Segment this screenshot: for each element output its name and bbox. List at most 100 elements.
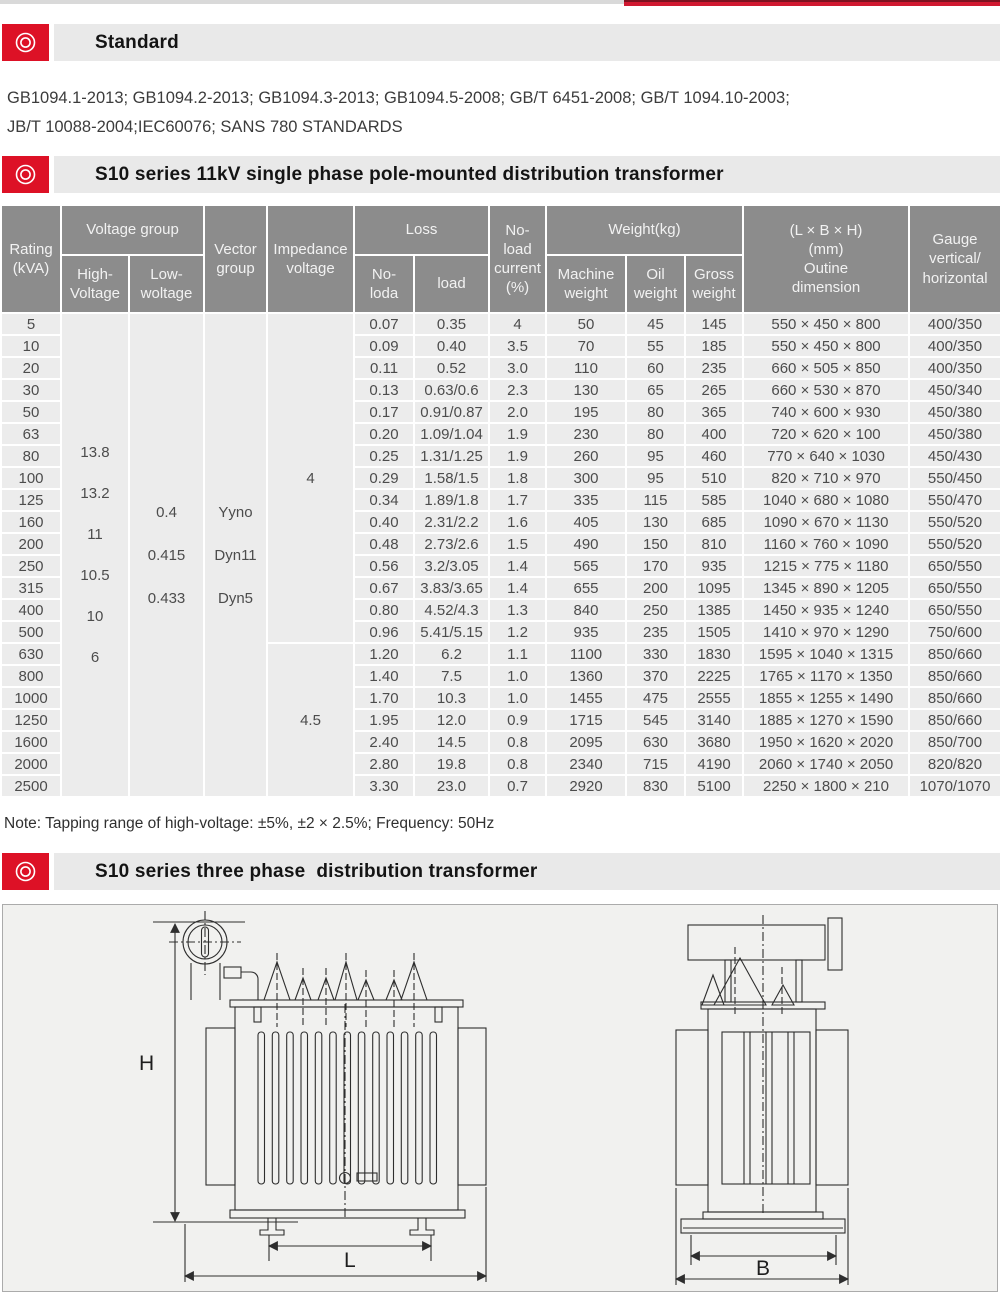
cell-load-loss: 3.2/3.05	[413, 554, 491, 578]
cell-rating: 1250	[0, 708, 62, 732]
cell-rating: 80	[0, 444, 62, 468]
cell-rating: 800	[0, 664, 62, 688]
col-header-dimension: (L × B × H) (mm) Outine dimension	[742, 204, 911, 314]
spec-table-body: 5 13.8 13.2 11 10.5 10 6 0.4 0.415 0.433 Yyno Dyn11…	[0, 312, 1000, 798]
cell-dimension: 660 × 530 × 870	[742, 378, 911, 402]
cell-oil-weight: 330	[625, 642, 687, 666]
cell-load-loss: 7.5	[413, 664, 491, 688]
cell-gross-weight: 5100	[684, 774, 745, 798]
cell-gauge: 450/340	[908, 378, 1000, 402]
cell-dimension: 740 × 600 × 930	[742, 400, 911, 424]
cell-load-loss: 0.35	[413, 312, 491, 336]
cell-gauge: 850/700	[908, 730, 1000, 754]
cell-no-load-current: 1.3	[488, 598, 548, 622]
cell-machine-weight: 1455	[545, 686, 628, 710]
transformer-drawings: H	[139, 911, 849, 1285]
top-rule-red	[624, 0, 1000, 6]
cell-no-load-loss: 0.34	[353, 488, 416, 512]
cell-gauge: 850/660	[908, 686, 1000, 710]
col-header-voltage-group: Voltage group	[59, 204, 206, 256]
cell-no-load-current: 3.0	[488, 356, 548, 380]
front-view-drawing: H	[139, 911, 487, 1282]
cell-gross-weight: 685	[684, 510, 745, 534]
cell-load-loss: 23.0	[413, 774, 491, 798]
cell-rating: 315	[0, 576, 62, 600]
cell-load-loss: 1.58/1.5	[413, 466, 491, 490]
spec-row: 160 0.40 2.31/2.2 1.6 405 130 685 1090 × 670 × …	[0, 510, 1000, 534]
cell-no-load-current: 1.0	[488, 664, 548, 688]
cell-oil-weight: 370	[625, 664, 687, 688]
cell-gross-weight: 810	[684, 532, 745, 556]
col-header-weight: Weight(kg)	[545, 204, 745, 256]
spec-row: 315 0.67 3.83/3.65 1.4 655 200 1095 1345 × 890 …	[0, 576, 1000, 600]
dim-label-width: B	[756, 1257, 770, 1280]
cell-machine-weight: 840	[545, 598, 628, 622]
cell-load-loss: 19.8	[413, 752, 491, 776]
cell-oil-weight: 250	[625, 598, 687, 622]
cell-rating: 2500	[0, 774, 62, 798]
cell-no-load-loss: 0.11	[353, 356, 416, 380]
cell-no-load-loss: 2.80	[353, 752, 416, 776]
cell-gross-weight: 4190	[684, 752, 745, 776]
cell-gross-weight: 585	[684, 488, 745, 512]
cell-machine-weight: 2920	[545, 774, 628, 798]
cell-machine-weight: 490	[545, 532, 628, 556]
cell-load-loss: 3.83/3.65	[413, 576, 491, 600]
cell-dimension: 1215 × 775 × 1180	[742, 554, 911, 578]
brand-ring-icon	[2, 853, 49, 890]
cell-rating: 125	[0, 488, 62, 512]
cell-no-load-current: 0.8	[488, 730, 548, 754]
cell-oil-weight: 115	[625, 488, 687, 512]
cell-dimension: 1950 × 1620 × 2020	[742, 730, 911, 754]
cell-rating: 50	[0, 400, 62, 424]
cell-dimension: 1410 × 970 × 1290	[742, 620, 911, 644]
spec-row: 5 13.8 13.2 11 10.5 10 6 0.4 0.415 0.433 Yyno Dyn11…	[0, 312, 1000, 798]
cell-load-loss: 6.2	[413, 642, 491, 666]
cell-no-load-current: 1.9	[488, 444, 548, 468]
col-header-loss: Loss	[353, 204, 491, 256]
cell-gauge: 650/550	[908, 598, 1000, 622]
cell-gross-weight: 2225	[684, 664, 745, 688]
cell-gross-weight: 1505	[684, 620, 745, 644]
cell-dimension: 550 × 450 × 800	[742, 334, 911, 358]
high-voltage-value: 13.8	[80, 444, 110, 461]
spec-row: 500 0.96 5.41/5.15 1.2 935 235 1505 1410 × 970 …	[0, 620, 1000, 644]
cell-gauge: 550/520	[908, 532, 1000, 556]
cell-rating: 630	[0, 642, 62, 666]
spec-row: 200 0.48 2.73/2.6 1.5 490 150 810 1160 × 760 × …	[0, 532, 1000, 556]
cell-gauge: 450/380	[908, 400, 1000, 424]
vector-group-value: Dyn11	[214, 546, 257, 564]
spec-row: 10 0.09 0.40 3.5 70 55 185 550 × 450 × 800 400/3…	[0, 334, 1000, 358]
cell-load-loss: 1.09/1.04	[413, 422, 491, 446]
cell-dimension: 1450 × 935 × 1240	[742, 598, 911, 622]
cell-no-load-loss: 1.40	[353, 664, 416, 688]
col-header-rating: Rating (kVA)	[0, 204, 62, 314]
cell-gross-weight: 185	[684, 334, 745, 358]
spec-row: 125 0.34 1.89/1.8 1.7 335 115 585 1040 × 680 × …	[0, 488, 1000, 512]
cell-gross-weight: 3680	[684, 730, 745, 754]
high-voltage-value: 10	[86, 608, 104, 625]
cell-gross-weight: 3140	[684, 708, 745, 732]
cell-dimension: 660 × 505 × 850	[742, 356, 911, 380]
cell-dimension: 1160 × 760 × 1090	[742, 532, 911, 556]
cell-no-load-loss: 0.80	[353, 598, 416, 622]
cell-oil-weight: 80	[625, 400, 687, 424]
heading-bar	[54, 156, 1000, 193]
cell-machine-weight: 230	[545, 422, 628, 446]
cell-gauge: 1070/1070	[908, 774, 1000, 798]
cell-load-loss: 14.5	[413, 730, 491, 754]
brand-ring-icon	[2, 24, 49, 61]
cell-rating: 10	[0, 334, 62, 358]
cell-no-load-current: 1.6	[488, 510, 548, 534]
cell-load-loss: 0.40	[413, 334, 491, 358]
cell-load-loss: 0.63/0.6	[413, 378, 491, 402]
cell-gross-weight: 935	[684, 554, 745, 578]
cell-no-load-loss: 0.17	[353, 400, 416, 424]
col-header-impedance: Impedance voltage	[266, 204, 356, 314]
spec-row: 630 4.5 1.20 6.2 1.1 1100 330 1830 1595 × 1040 ×…	[0, 642, 1000, 798]
spec-row: 250 0.56 3.2/3.05 1.4 565 170 935 1215 × 775 × …	[0, 554, 1000, 578]
spec-row: 80 0.25 1.31/1.25 1.9 260 95 460 770 × 640 × 10…	[0, 444, 1000, 468]
cell-load-loss: 1.31/1.25	[413, 444, 491, 468]
cell-gross-weight: 235	[684, 356, 745, 380]
